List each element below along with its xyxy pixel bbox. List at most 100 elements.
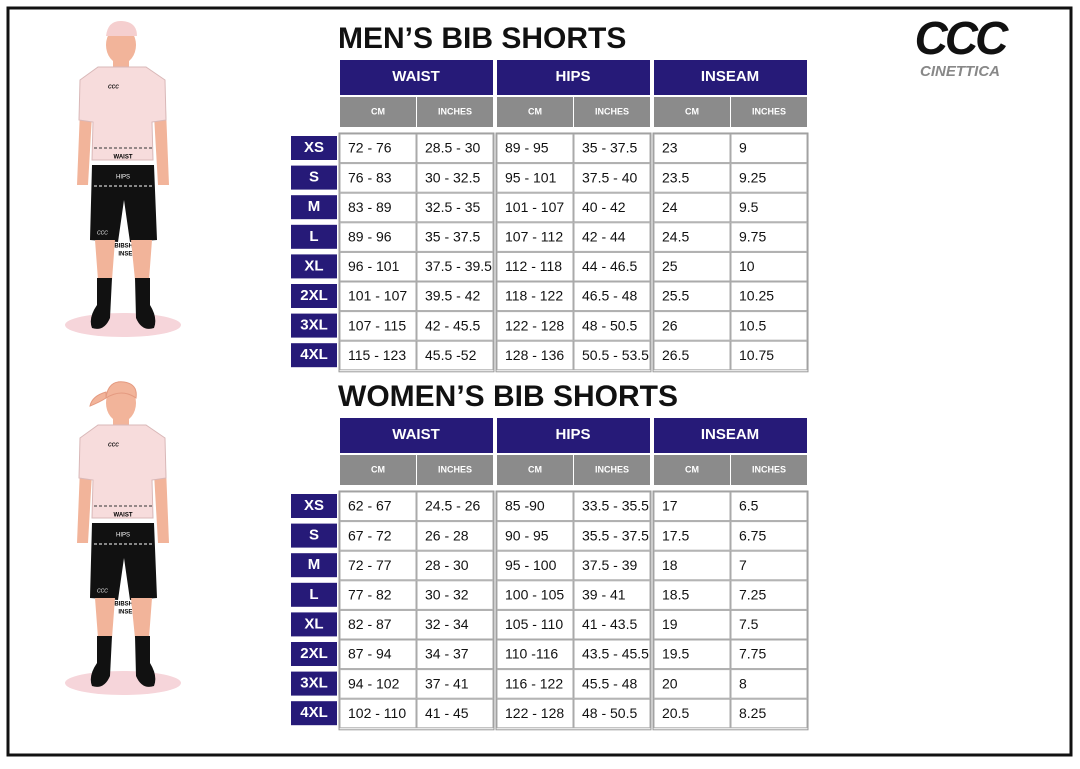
cell-value: 72 - 77: [348, 557, 392, 573]
group-body: [495, 490, 652, 731]
size-label: 3XL: [300, 317, 328, 334]
size-box: [291, 343, 337, 368]
cell-value: 48 - 50.5: [582, 705, 637, 721]
cell: [730, 639, 808, 670]
cell: [416, 163, 494, 193]
cell: [496, 639, 574, 670]
cell: [496, 311, 574, 341]
group-header: [497, 60, 650, 95]
cell-value: 87 - 94: [348, 646, 392, 662]
cell-value: 50.5 - 53.5: [582, 347, 649, 363]
cell: [653, 550, 731, 581]
size-label: 2XL: [300, 287, 328, 304]
shirt-logo: CCC: [108, 442, 119, 448]
cell: [416, 580, 494, 610]
cell: [730, 163, 808, 193]
cell-value: 30 - 32.5: [425, 169, 480, 185]
cell: [416, 281, 494, 312]
unit-header: [417, 97, 493, 127]
cell: [573, 491, 651, 522]
cell: [416, 192, 494, 223]
cell-value: 101 - 107: [348, 288, 407, 304]
hips-label: HIPS: [116, 175, 130, 181]
cell: [496, 521, 574, 551]
unit-header: [340, 97, 416, 127]
cell-value: 25: [662, 258, 678, 274]
cell-value: 20.5: [662, 705, 689, 721]
unit-label: CM: [685, 464, 699, 474]
cell-value: 76 - 83: [348, 169, 392, 185]
shirt: [78, 66, 167, 161]
size-box: [291, 523, 337, 548]
group-header: [654, 60, 807, 95]
cell-value: 25.5: [662, 288, 689, 304]
cell: [339, 491, 417, 522]
cell: [339, 133, 417, 164]
unit-label: INCHES: [595, 106, 629, 116]
cell-value: 24.5: [662, 229, 689, 245]
cell: [653, 521, 731, 551]
cell-value: 45.5 -52: [425, 347, 477, 363]
cell-value: 23.5: [662, 169, 689, 185]
cell-value: 72 - 76: [348, 140, 392, 156]
cell-value: 94 - 102: [348, 675, 400, 691]
cell-value: 8: [739, 675, 747, 691]
cell-value: 23: [662, 140, 678, 156]
size-box: [291, 582, 337, 607]
cell: [496, 669, 574, 699]
cell: [730, 251, 808, 282]
cell-value: 9.5: [739, 199, 759, 215]
cell-value: 26 - 28: [425, 527, 469, 543]
cell: [496, 133, 574, 164]
shorts: [90, 165, 157, 242]
shadow: [65, 671, 181, 695]
cell-value: 48 - 50.5: [582, 317, 637, 333]
size-box: [291, 284, 337, 308]
cell-value: 77 - 82: [348, 587, 392, 603]
size-label: XS: [304, 139, 324, 156]
cell-value: 26: [662, 317, 678, 333]
cell-value: 19: [662, 616, 678, 632]
cell: [339, 311, 417, 341]
cell-value: 43.5 - 45.5: [582, 646, 649, 662]
unit-label: INCHES: [752, 106, 786, 116]
cell: [653, 580, 731, 610]
cell-value: 83 - 89: [348, 199, 392, 215]
cell-value: 85 -90: [505, 498, 545, 514]
size-box: [291, 642, 337, 666]
cell: [653, 698, 731, 729]
group-header-label: WAIST: [392, 426, 440, 443]
cell: [416, 133, 494, 164]
cell: [339, 639, 417, 670]
cell: [339, 550, 417, 581]
cell-value: 10.5: [739, 317, 766, 333]
size-label: 4XL: [300, 704, 328, 721]
unit-label: CM: [528, 106, 542, 116]
unit-label: CM: [371, 464, 385, 474]
cell: [573, 311, 651, 341]
size-box: [291, 671, 337, 696]
inseam-label: INSEAM: [118, 252, 141, 258]
cell: [496, 281, 574, 312]
cell-value: 18.5: [662, 587, 689, 603]
group-header: [340, 418, 493, 453]
cell: [730, 669, 808, 699]
logo-mark: CCC: [915, 12, 1009, 64]
cell-value: 30 - 32: [425, 587, 469, 603]
cell: [573, 163, 651, 193]
unit-header: [731, 455, 807, 485]
size-box: [291, 553, 337, 578]
cell: [496, 192, 574, 223]
cell: [416, 491, 494, 522]
cell: [573, 521, 651, 551]
cell: [573, 133, 651, 164]
cell: [339, 222, 417, 252]
cell: [416, 222, 494, 252]
cell-value: 67 - 72: [348, 527, 392, 543]
size-box: [291, 612, 337, 637]
cell-value: 37 - 41: [425, 675, 469, 691]
shorts-logo: CCC: [97, 230, 108, 236]
group-header-label: HIPS: [555, 426, 590, 443]
legs: [95, 598, 152, 638]
socks: [90, 636, 156, 687]
